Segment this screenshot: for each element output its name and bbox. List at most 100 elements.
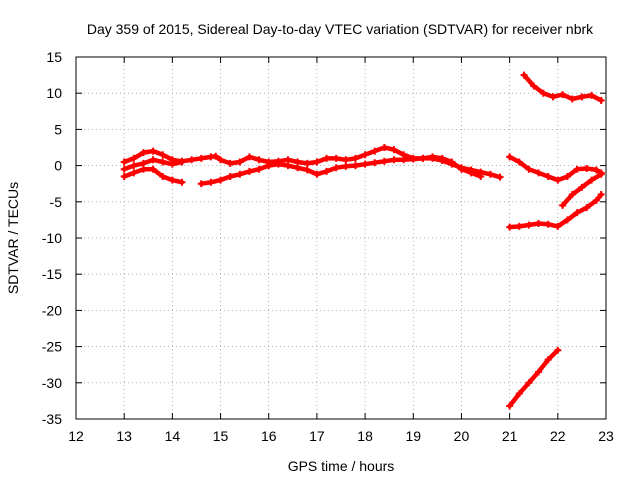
data-point	[207, 178, 215, 186]
data-point	[217, 156, 225, 164]
data-point	[120, 172, 128, 180]
data-point	[226, 159, 234, 167]
data-point	[178, 158, 186, 166]
data-point	[486, 170, 494, 178]
data-point	[506, 223, 514, 231]
data-point	[197, 180, 205, 188]
data-point	[313, 158, 321, 166]
data-point	[467, 166, 475, 174]
data-point	[149, 165, 157, 173]
data-point	[588, 91, 596, 99]
data-point	[217, 176, 225, 184]
series-track	[506, 191, 605, 231]
data-point	[380, 157, 388, 165]
data-point	[535, 368, 543, 376]
data-point	[477, 168, 485, 176]
data-point	[323, 154, 331, 162]
data-point	[592, 166, 600, 174]
data-point	[506, 153, 514, 161]
y-tick-label: -30	[42, 375, 62, 391]
series-track	[506, 153, 605, 184]
data-point	[400, 156, 408, 164]
data-point	[245, 167, 253, 175]
x-tick-label: 19	[405, 428, 421, 444]
data-point	[159, 158, 167, 166]
data-point	[539, 89, 547, 97]
data-point	[525, 379, 533, 387]
data-point	[236, 170, 244, 178]
data-point	[563, 172, 571, 180]
data-point	[554, 176, 562, 184]
data-point	[303, 159, 311, 167]
data-point	[515, 158, 523, 166]
data-point	[236, 158, 244, 166]
data-point	[159, 151, 167, 159]
data-point	[342, 162, 350, 170]
data-point	[342, 156, 350, 164]
data-point	[313, 170, 321, 178]
data-point	[448, 160, 456, 168]
y-tick-label: 15	[46, 49, 62, 65]
data-point	[226, 172, 234, 180]
series-track	[120, 156, 186, 173]
data-point	[457, 164, 465, 172]
data-point	[597, 96, 605, 104]
data-point	[371, 147, 379, 155]
y-tick-label: 0	[54, 158, 62, 174]
data-point	[188, 156, 196, 164]
data-point	[515, 390, 523, 398]
data-point	[554, 346, 562, 354]
series-track	[559, 170, 605, 209]
data-point	[361, 151, 369, 159]
data-point	[496, 173, 504, 181]
data-point	[130, 162, 138, 170]
y-axis-label: SDTVAR / TECUs	[5, 182, 21, 294]
x-axis-label: GPS time / hours	[288, 458, 395, 474]
data-point	[265, 162, 273, 170]
data-point	[578, 93, 586, 101]
data-point	[583, 204, 591, 212]
data-point	[139, 159, 147, 167]
data-point	[130, 169, 138, 177]
data-point	[284, 162, 292, 170]
data-point	[544, 220, 552, 228]
data-point	[573, 165, 581, 173]
data-point	[361, 160, 369, 168]
data-point	[332, 154, 340, 162]
data-point	[525, 221, 533, 229]
x-tick-label: 12	[68, 428, 84, 444]
y-tick-label: -35	[42, 411, 62, 427]
data-point	[371, 159, 379, 167]
x-tick-label: 14	[165, 428, 181, 444]
data-point	[159, 172, 167, 180]
data-point	[274, 160, 282, 168]
data-point	[149, 156, 157, 164]
data-point	[120, 165, 128, 173]
data-point	[568, 191, 576, 199]
data-point	[323, 167, 331, 175]
y-tick-label: -10	[42, 230, 62, 246]
x-tick-label: 17	[309, 428, 325, 444]
data-point	[390, 156, 398, 164]
data-point	[530, 82, 538, 90]
data-point	[245, 153, 253, 161]
series-track	[197, 154, 504, 188]
data-point	[294, 164, 302, 172]
x-tick-label: 20	[454, 428, 470, 444]
data-point	[419, 154, 427, 162]
data-point	[544, 172, 552, 180]
data-point	[390, 146, 398, 154]
y-tick-label: 10	[46, 85, 62, 101]
data-point	[380, 144, 388, 151]
series-track	[506, 346, 562, 410]
y-tick-label: -25	[42, 339, 62, 355]
x-tick-label: 13	[116, 428, 132, 444]
data-point	[568, 95, 576, 103]
data-point	[515, 222, 523, 230]
data-point	[255, 165, 263, 173]
x-tick-label: 22	[550, 428, 566, 444]
series-track	[120, 165, 186, 186]
data-point	[120, 158, 128, 166]
